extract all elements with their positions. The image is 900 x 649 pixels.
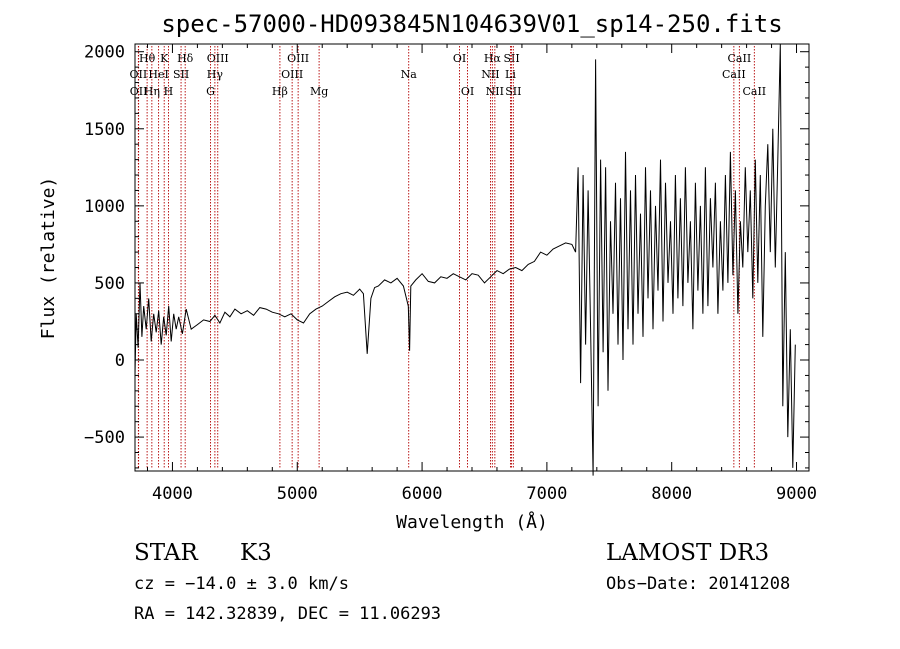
x-tick-label: 8000 [651,484,692,504]
x-axis-label: Wavelength (Å) [396,511,548,533]
y-tick-label: 500 [94,274,125,294]
line-marker-label: OII [130,85,148,98]
redshift-cz: cz = −14.0 ± 3.0 km/s [134,574,349,594]
line-marker-label: K [160,52,169,65]
line-marker-label: Na [401,68,418,81]
line-marker-label: CaII [728,52,752,65]
line-marker-label: OI [453,52,466,65]
y-axis-label: Flux (relative) [38,177,59,340]
x-tick-label: 7000 [526,484,567,504]
line-marker-label: Li [505,68,516,81]
line-marker-label: H [164,85,174,98]
survey-name: LAMOST DR3 [606,540,770,566]
line-marker-label: Hγ [207,68,224,81]
y-tick-label: 2000 [84,43,125,63]
line-marker-label: Hβ [272,85,288,98]
x-tick-label: 4000 [152,484,193,504]
y-axis: −500 0 500 1000 1500 2000 [84,43,809,469]
line-marker-label: NII [486,85,504,98]
observation-date: Obs−Date: 20141208 [606,574,791,594]
plot-frame [134,43,810,472]
line-marker-label: CaII [722,68,746,81]
y-tick-label: −500 [84,428,125,448]
spectrum-series [134,43,796,476]
line-marker-label: NII [481,68,499,81]
object-subclass: K3 [240,540,272,566]
line-marker-label: G [206,85,215,98]
x-tick-label: 9000 [776,484,817,504]
line-marker-label: Mg [310,85,328,98]
chart-title: spec-57000-HD093845N104639V01_sp14-250.f… [161,10,782,38]
line-marker-label: HeI [148,68,168,81]
spectrum-line [134,43,796,476]
line-marker-label: OI [461,85,474,98]
y-tick-label: 0 [115,351,125,371]
line-marker-label: OIII [207,52,229,65]
line-marker-label: SII [505,85,521,98]
line-marker-label: Hθ [139,52,156,65]
line-marker-label: CaII [742,85,766,98]
line-marker-label: OIII [287,52,309,65]
coordinates-ra-dec: RA = 142.32839, DEC = 11.06293 [134,604,442,624]
line-marker-label: Hα [484,52,502,65]
y-tick-label: 1000 [84,197,125,217]
line-marker-label: Hη [144,85,160,98]
line-marker-label: SII [173,68,189,81]
line-marker-label: Hδ [177,52,194,65]
x-tick-label: 6000 [402,484,443,504]
x-tick-label: 5000 [277,484,318,504]
line-marker-label: SII [503,52,519,65]
object-class: STAR [134,540,198,566]
x-axis: 4000 5000 6000 7000 8000 9000 [146,44,817,504]
line-marker-label: OIII [281,68,303,81]
y-tick-label: 1500 [84,120,125,140]
